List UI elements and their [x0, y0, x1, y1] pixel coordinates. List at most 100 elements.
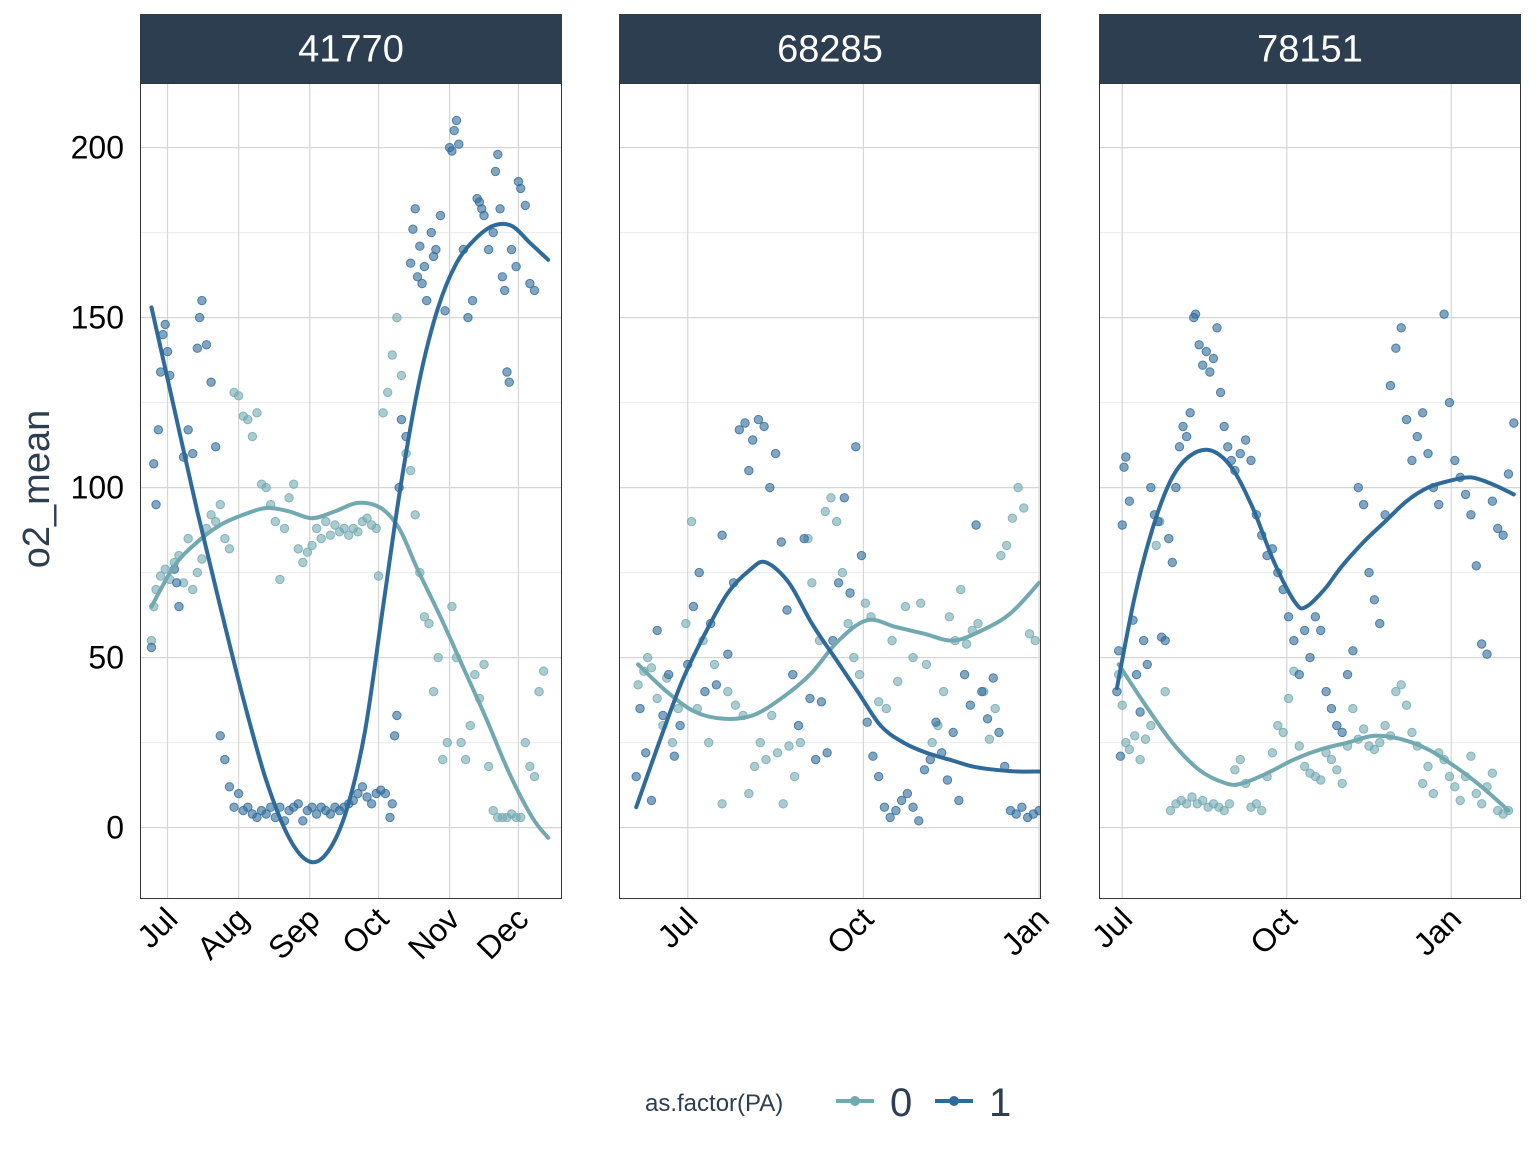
data-point: [243, 802, 253, 812]
data-point: [908, 652, 918, 663]
data-point: [534, 686, 544, 697]
data-point: [160, 319, 170, 330]
data-point: [454, 139, 464, 149]
data-point: [641, 748, 651, 758]
x-tick-label: Jul: [650, 900, 704, 954]
data-point: [646, 795, 657, 806]
data-point: [229, 802, 239, 812]
data-point: [1466, 510, 1476, 520]
data-point: [373, 571, 384, 581]
data-point: [1146, 482, 1156, 493]
data-point: [525, 761, 535, 772]
data-point: [387, 350, 397, 360]
data-point: [488, 227, 498, 238]
data-point: [380, 788, 391, 799]
data-point: [1030, 635, 1040, 646]
data-point: [233, 391, 244, 401]
data-point: [247, 431, 258, 442]
data-point: [942, 775, 953, 785]
data-point: [382, 387, 393, 398]
data-point: [1380, 720, 1390, 731]
data-point: [155, 571, 166, 581]
data-point: [694, 567, 704, 578]
data-point: [325, 809, 336, 819]
data-point: [1007, 513, 1018, 523]
data-point: [839, 493, 850, 503]
data-point: [307, 540, 317, 551]
data-point: [788, 669, 798, 680]
data-point: [965, 700, 976, 710]
data-point: [442, 737, 453, 748]
data-point: [392, 312, 402, 323]
data-point: [162, 346, 173, 357]
data-point: [1205, 367, 1215, 377]
data-point: [868, 751, 878, 761]
data-point: [421, 295, 432, 306]
data-point: [1119, 462, 1129, 472]
data-point: [1171, 482, 1181, 493]
data-point: [807, 578, 817, 588]
x-tick-label: Jan: [1406, 900, 1468, 962]
x-tick-label: Oct: [820, 900, 881, 961]
data-point: [1407, 727, 1417, 738]
data-point: [1208, 353, 1219, 364]
data-point: [392, 710, 402, 721]
data-point: [467, 295, 478, 306]
data-point: [197, 295, 207, 306]
data-point: [412, 272, 423, 282]
data-point: [1140, 734, 1151, 744]
data-point: [873, 697, 884, 707]
data-point: [1240, 435, 1251, 445]
smooth-line-0: [636, 580, 1041, 721]
data-point: [1001, 540, 1012, 551]
data-point: [298, 557, 308, 568]
data-point: [192, 567, 203, 578]
data-point: [652, 693, 662, 704]
data-point: [767, 710, 777, 721]
data-point: [463, 312, 473, 323]
data-point: [506, 244, 517, 255]
data-point: [956, 584, 966, 595]
data-point: [520, 737, 531, 748]
data-point: [652, 625, 662, 636]
facet-strip: [140, 14, 562, 83]
data-point: [183, 533, 193, 544]
data-point: [893, 676, 903, 687]
data-point: [433, 652, 443, 663]
data-point: [1439, 309, 1449, 319]
data-point: [996, 550, 1006, 561]
data-point: [192, 343, 203, 353]
data-point: [782, 605, 792, 615]
data-point: [730, 700, 741, 710]
data-point: [316, 533, 326, 544]
data-point: [1251, 799, 1262, 809]
data-point: [1219, 421, 1229, 432]
data-point: [275, 574, 285, 585]
data-point: [153, 425, 164, 435]
data-point: [447, 146, 457, 156]
data-point: [1450, 455, 1460, 466]
data-point: [488, 805, 498, 816]
data-point: [1299, 625, 1310, 636]
data-point: [1135, 754, 1145, 765]
data-point: [378, 408, 388, 418]
data-point: [220, 754, 230, 765]
data-point: [1326, 754, 1337, 765]
data-point: [1460, 489, 1471, 500]
x-tick-label: Jul: [1085, 900, 1139, 954]
x-tick-label: Nov: [401, 900, 467, 966]
data-point: [1230, 765, 1240, 775]
data-point: [146, 642, 157, 653]
data-point: [389, 731, 400, 741]
data-point: [1167, 557, 1178, 568]
data-point: [1146, 720, 1156, 731]
data-point: [483, 244, 494, 255]
data-point: [451, 115, 462, 126]
data-point: [1417, 778, 1428, 789]
data-point: [220, 533, 230, 544]
x-tick-label: Aug: [190, 900, 256, 966]
data-point: [504, 377, 514, 387]
data-point: [1337, 778, 1347, 789]
